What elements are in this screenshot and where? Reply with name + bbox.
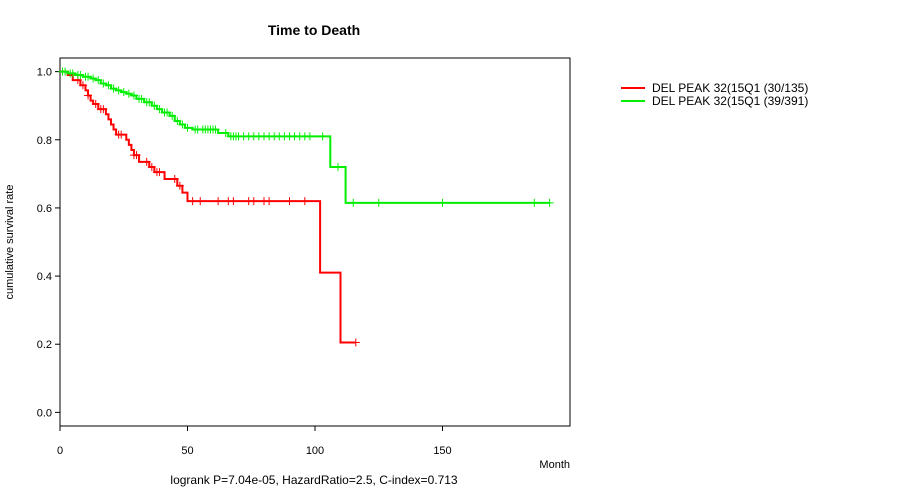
censor-mark: [61, 67, 70, 76]
censor-mark: [173, 117, 182, 126]
censor-mark: [163, 108, 172, 117]
censor-mark: [438, 198, 447, 207]
series-layer: [58, 67, 554, 347]
y-tick-label: 1.0: [37, 67, 52, 79]
x-axis-label: Month: [539, 459, 570, 471]
stats-footer: logrank P=7.04e-05, HazardRatio=2.5, C-i…: [170, 473, 458, 487]
censor-mark: [124, 89, 133, 98]
censor-mark: [178, 120, 187, 129]
censor-mark: [76, 71, 85, 80]
censor-mark: [300, 197, 309, 206]
censor-mark: [305, 132, 314, 141]
censor-mark: [530, 198, 539, 207]
censor-mark: [114, 86, 123, 95]
y-axis: 0.0 0.2 0.4 0.6 0.8 1.0: [37, 67, 60, 419]
survival-curve: [60, 70, 356, 344]
censor-mark: [214, 197, 223, 206]
y-tick-label: 0.2: [37, 339, 52, 351]
censor-mark: [249, 197, 258, 206]
censor-mark: [155, 105, 164, 114]
censor-mark: [68, 69, 77, 78]
censor-mark: [349, 198, 358, 207]
censor-mark: [109, 84, 118, 93]
x-tick-label: 150: [433, 445, 451, 457]
x-axis: 0 50 100 150: [57, 426, 452, 457]
censor-mark: [374, 198, 383, 207]
censor-mark: [89, 74, 98, 83]
censor-mark: [318, 132, 327, 141]
censor-mark: [129, 91, 138, 100]
censor-mark: [147, 163, 156, 172]
censor-mark: [119, 88, 128, 97]
censor-mark: [188, 197, 197, 206]
censor-mark: [221, 128, 230, 137]
censor-mark: [104, 81, 113, 90]
censor-mark: [155, 168, 164, 177]
censor-mark: [351, 338, 360, 347]
censor-mark: [84, 91, 93, 100]
y-tick-label: 0.4: [37, 271, 52, 283]
censor-mark: [333, 163, 342, 172]
x-tick-label: 50: [181, 445, 193, 457]
y-tick-label: 0.8: [37, 135, 52, 147]
censor-mark: [175, 181, 184, 190]
censor-mark: [265, 197, 274, 206]
censor-mark: [183, 123, 192, 132]
censor-mark: [145, 98, 154, 107]
censor-mark: [196, 197, 205, 206]
censor-mark: [142, 157, 151, 166]
censor-mark: [91, 100, 100, 108]
censor-mark: [132, 151, 141, 160]
survival-series-1: [60, 70, 360, 347]
censor-mark: [99, 105, 108, 114]
x-tick-label: 0: [57, 445, 63, 457]
survival-series-2: [58, 67, 554, 207]
censor-mark: [117, 130, 126, 139]
y-tick-label: 0.0: [37, 407, 52, 419]
chart-title: Time to Death: [268, 22, 360, 38]
censor-mark: [170, 174, 179, 183]
legend-entry: DEL PEAK 32(15Q1 (39/391): [652, 94, 808, 108]
legend-entry: DEL PEAK 32(15Q1 (30/135): [652, 81, 808, 95]
x-tick-label: 100: [306, 445, 324, 457]
censor-mark: [168, 111, 177, 120]
censor-mark: [285, 197, 294, 206]
censor-mark: [229, 197, 238, 206]
censor-mark: [78, 81, 87, 90]
censor-mark: [94, 76, 103, 85]
y-axis-label: cumulative survival rate: [4, 185, 16, 300]
y-tick-label: 0.6: [37, 203, 52, 215]
censor-mark: [84, 72, 93, 81]
censor-mark: [211, 125, 220, 134]
censor-mark: [545, 198, 554, 207]
censor-mark: [99, 79, 108, 88]
censor-mark: [150, 101, 159, 110]
plot-frame: [59, 57, 571, 427]
legend: DEL PEAK 32(15Q1 (30/135)DEL PEAK 32(15Q…: [621, 81, 808, 108]
censor-mark: [137, 94, 146, 103]
